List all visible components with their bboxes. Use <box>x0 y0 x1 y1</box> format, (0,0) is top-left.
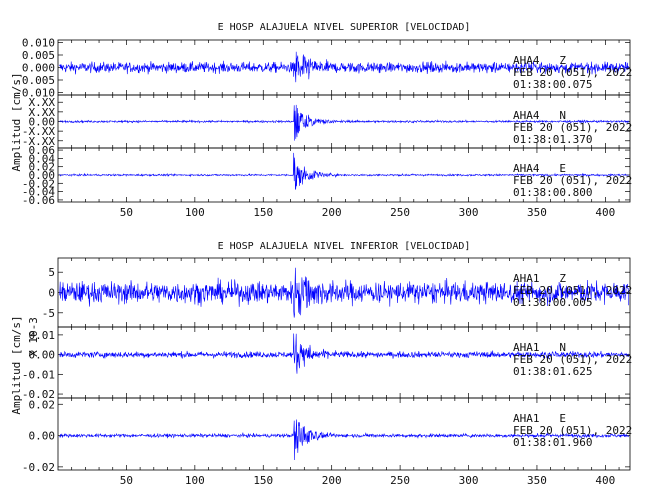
channel-label: AHA1 Z <box>513 272 566 285</box>
channel-label: AHA4 N <box>513 109 566 122</box>
y-tick-label: 0.06 <box>29 144 56 157</box>
y-tick-label: 0.00 <box>29 169 56 182</box>
x-tick-label: 150 <box>253 206 273 219</box>
time-label: 01:38:01.960 <box>513 436 592 449</box>
trace-aha4-e <box>59 152 629 190</box>
date-label: FEB 20 (051), 2022 <box>513 66 632 79</box>
date-label: FEB 20 (051), 2022 <box>513 121 632 134</box>
y-tick-label: -0.02 <box>22 388 55 401</box>
y-tick-label: 0.02 <box>29 161 56 174</box>
x-tick-label: 100 <box>185 206 205 219</box>
y-tick-label: -0.02 <box>22 177 55 190</box>
x-tick-label: 250 <box>390 206 410 219</box>
x-tick-label: 150 <box>253 474 273 487</box>
chart-title: E HOSP ALAJUELA NIVEL INFERIOR [VELOCIDA… <box>218 241 471 252</box>
trace-aha4-n <box>59 104 629 141</box>
y-tick-label: 0 <box>48 287 55 300</box>
y-tick-label: 0.01 <box>29 329 56 342</box>
y-tick-label: X.XX <box>29 96 56 109</box>
date-label: FEB 20 (051), 2022 <box>513 174 632 187</box>
channel-label: AHA1 E <box>513 412 566 425</box>
channel-label: AHA4 E <box>513 162 566 175</box>
y-tick-label: 0.02 <box>29 398 56 411</box>
y-tick-label: -0.010 <box>15 87 55 100</box>
time-label: 01:38:01.625 <box>513 365 592 378</box>
trace-aha4-z <box>59 51 629 83</box>
y-tick-label: -0.005 <box>15 74 55 87</box>
x-tick-label: 400 <box>595 474 615 487</box>
chart-title: E HOSP ALAJUELA NIVEL SUPERIOR [VELOCIDA… <box>218 22 471 33</box>
y-tick-label: 0.00 <box>29 349 56 362</box>
chart-inferior: E HOSP ALAJUELA NIVEL INFERIOR [VELOCIDA… <box>10 241 632 487</box>
panel-aha4-e: 0.060.040.020.00-0.02-0.04-0.06 AHA4 EFEB… <box>22 144 632 207</box>
y-tick-label: -X.XX <box>22 135 55 148</box>
x-tick-label: 350 <box>527 474 547 487</box>
panel-frame <box>57 397 631 471</box>
y-axis-label: Amplitud [cm/s] <box>10 315 23 414</box>
y-tick-label: 0.000 <box>22 62 55 75</box>
y-tick-label: 0.00 <box>29 116 56 129</box>
y-tick-label: -0.02 <box>22 461 55 474</box>
x-tick-label: 350 <box>527 206 547 219</box>
y-tick-label: 0.010 <box>22 37 55 50</box>
y-tick-label: X.XX <box>29 106 56 119</box>
y-axis-label: Amplitud [cm/s] <box>10 72 23 171</box>
time-label: 01:38:01.370 <box>513 133 592 146</box>
date-label: FEB 20 (051), 2022 <box>513 424 632 437</box>
x-tick-label: 300 <box>459 474 479 487</box>
y-tick-label: -0.01 <box>22 368 55 381</box>
date-label: FEB 20 (051), 2022 <box>513 353 632 366</box>
scale-factor-label: X 10-3 <box>27 317 40 357</box>
x-tick-label: 200 <box>322 474 342 487</box>
x-tick-label: 50 <box>120 474 133 487</box>
date-label: FEB 20 (051), 2022 <box>513 284 632 297</box>
time-label: 01:38:00.005 <box>513 296 592 309</box>
y-tick-label: -0.04 <box>22 186 55 199</box>
y-tick-label: 5 <box>48 266 55 279</box>
y-tick-label: -X.XX <box>22 125 55 138</box>
channel-label: AHA4 Z <box>513 54 566 67</box>
x-tick-label: 250 <box>390 474 410 487</box>
channel-label: AHA1 N <box>513 341 566 354</box>
trace-aha1-e <box>59 419 629 461</box>
time-label: 01:38:00.800 <box>513 186 592 199</box>
time-label: 01:38:00.075 <box>513 78 592 91</box>
y-tick-label: 0.04 <box>29 152 56 165</box>
x-tick-label: 100 <box>185 474 205 487</box>
x-tick-label: 50 <box>120 206 133 219</box>
y-tick-label: 0.00 <box>29 430 56 443</box>
trace-aha1-n <box>59 333 629 374</box>
chart-superior: E HOSP ALAJUELA NIVEL SUPERIOR [VELOCIDA… <box>10 22 632 219</box>
x-tick-label: 200 <box>322 206 342 219</box>
y-tick-label: -5 <box>42 307 55 320</box>
y-tick-label: 0.005 <box>22 49 55 62</box>
y-tick-label: -0.06 <box>22 194 55 207</box>
trace-aha1-z <box>59 267 629 318</box>
x-tick-label: 300 <box>459 206 479 219</box>
x-tick-label: 400 <box>595 206 615 219</box>
